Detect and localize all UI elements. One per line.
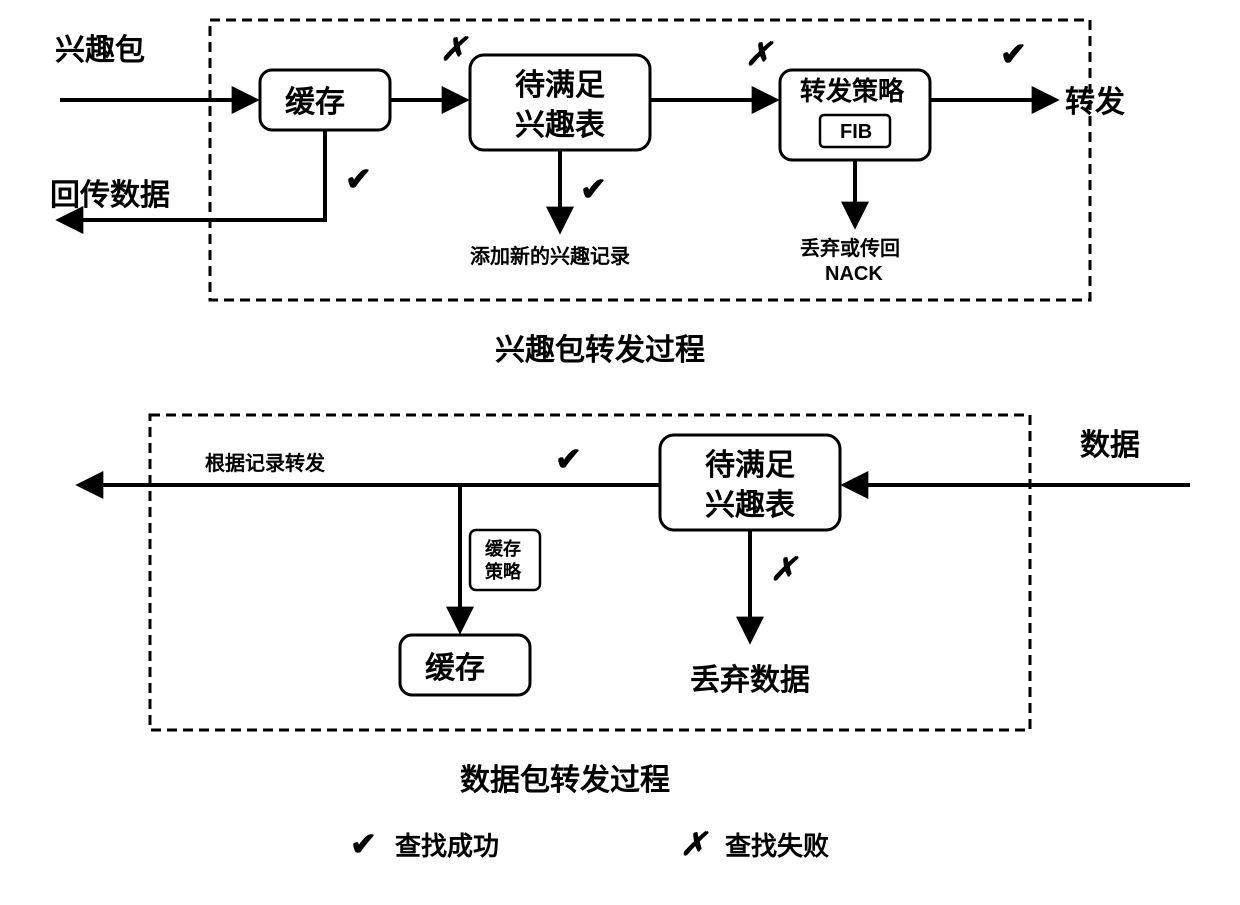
bottom-title: 数据包转发过程 bbox=[460, 763, 670, 797]
top-strategy-drop2: NACK bbox=[825, 263, 883, 285]
top-input-label: 兴趣包 bbox=[55, 33, 145, 67]
legend-ok-glyph: ✔ bbox=[350, 826, 377, 862]
top-return-label: 回传数据 bbox=[50, 179, 170, 212]
top-strategy-drop1: 丢弃或传回 bbox=[800, 236, 900, 260]
legend-fail-text: 查找失败 bbox=[725, 831, 829, 861]
bottom-policy-label1: 缓存 bbox=[485, 538, 521, 559]
top-forward-label: 转发 bbox=[1065, 86, 1125, 119]
bottom-pit-label1: 待满足 bbox=[705, 449, 795, 482]
top-title: 兴趣包转发过程 bbox=[495, 333, 705, 367]
bottom-cache-label: 缓存 bbox=[425, 652, 485, 685]
bottom-pit-label2: 兴趣表 bbox=[705, 489, 795, 522]
bottom-input-label: 数据 bbox=[1080, 429, 1140, 462]
top-pit-label1: 待满足 bbox=[515, 69, 605, 102]
top-fib-label: FIB bbox=[840, 121, 872, 143]
legend-fail-glyph: ✗ bbox=[680, 826, 709, 862]
top-cache-label: 缓存 bbox=[285, 86, 345, 119]
bottom-drop-label: 丢弃数据 bbox=[690, 663, 810, 697]
top-pit-ok-mark: ✔ bbox=[580, 171, 607, 207]
bottom-pit-ok-mark: ✔ bbox=[555, 441, 582, 477]
top-cache-ok-mark: ✔ bbox=[345, 161, 372, 197]
top-cache-fail-mark: ✗ bbox=[440, 31, 469, 67]
top-pit-label2: 兴趣表 bbox=[515, 109, 605, 142]
bottom-pit-fail-mark: ✗ bbox=[770, 551, 799, 587]
top-strategy-label: 转发策略 bbox=[800, 76, 905, 106]
legend-ok-text: 查找成功 bbox=[395, 831, 499, 861]
top-pit-fail-mark: ✗ bbox=[745, 36, 774, 72]
bottom-policy-label2: 策略 bbox=[485, 561, 522, 582]
top-strategy-ok-mark: ✔ bbox=[1000, 36, 1027, 72]
top-pit-add-label: 添加新的兴趣记录 bbox=[470, 244, 630, 268]
top-frame bbox=[210, 20, 1090, 300]
bottom-forward-record-label: 根据记录转发 bbox=[205, 451, 326, 475]
